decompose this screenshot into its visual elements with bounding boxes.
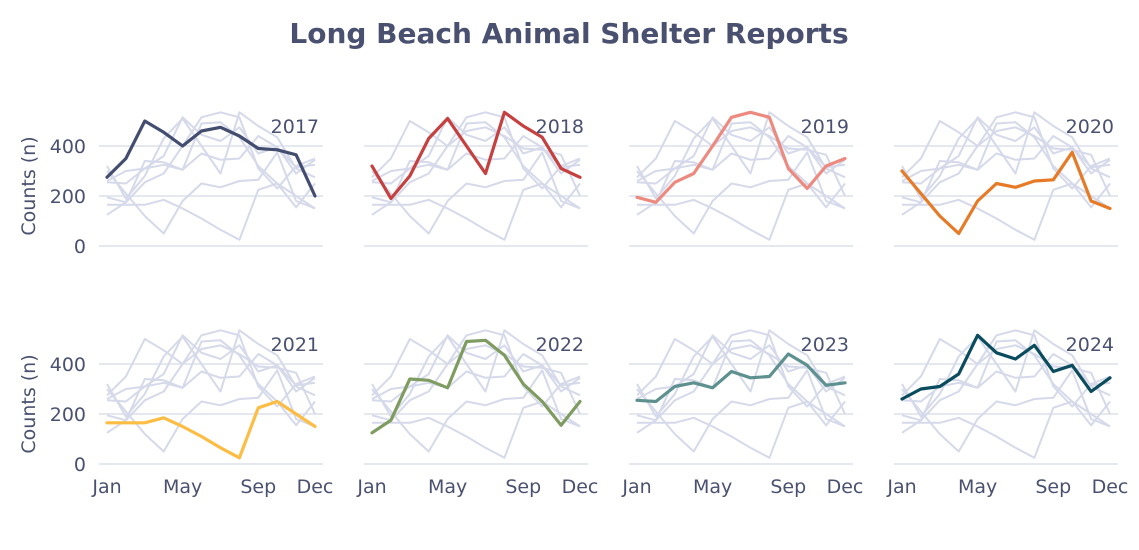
background-line-2018 xyxy=(636,111,846,200)
background-line-2021 xyxy=(107,182,316,241)
panel-label-2018: 2018 xyxy=(536,116,584,138)
background-line-2021 xyxy=(372,182,581,241)
x-tick-label: May xyxy=(428,476,467,498)
background-line-2018 xyxy=(106,329,316,418)
panel-label-2021: 2021 xyxy=(271,334,319,356)
chart-title: Long Beach Animal Shelter Reports xyxy=(289,17,848,50)
background-line-2021 xyxy=(902,182,1111,241)
background-line-2024 xyxy=(901,116,1111,182)
panel-2022: 2022 Jan May Sep Dec xyxy=(356,329,599,498)
series-line-2024 xyxy=(900,333,1112,401)
x-tick-label: Sep xyxy=(770,476,806,498)
background-line-2024 xyxy=(636,116,846,182)
panel-2020: 2020 xyxy=(894,111,1118,247)
panel-2021: 2021 0 200 400 Counts (n) Jan May Sep Dec xyxy=(18,329,334,498)
series-line-2022 xyxy=(370,338,582,435)
panel-label-2024: 2024 xyxy=(1066,334,1114,356)
background-line-2020 xyxy=(371,151,581,235)
x-tick-label: Dec xyxy=(827,476,864,498)
series-line-2019 xyxy=(635,110,847,204)
series-line-2021 xyxy=(105,399,317,460)
panel-label-2020: 2020 xyxy=(1066,116,1114,138)
background-line-2022 xyxy=(636,121,846,216)
y-tick-label: 400 xyxy=(50,354,86,376)
x-tick-label: Sep xyxy=(505,476,541,498)
series-line-2017 xyxy=(105,119,317,198)
x-tick-label: Jan xyxy=(886,476,916,498)
background-line-2020 xyxy=(106,151,316,235)
x-tick-label: May xyxy=(693,476,732,498)
panel-2024: 2024 Jan May Sep Dec xyxy=(886,329,1129,498)
background-line-2024 xyxy=(106,334,316,400)
x-tick-label: Dec xyxy=(562,476,599,498)
y-tick-label: 0 xyxy=(74,236,86,258)
background-line-2020 xyxy=(636,369,846,453)
background-line-2018 xyxy=(901,111,1111,200)
background-line-2022 xyxy=(901,121,1111,216)
background-line-2024 xyxy=(371,116,581,182)
background-line-2021 xyxy=(637,400,846,459)
x-tick-label: Sep xyxy=(1035,476,1071,498)
x-tick-label: Jan xyxy=(91,476,121,498)
background-line-2020 xyxy=(901,369,1111,453)
x-tick-label: Dec xyxy=(1092,476,1129,498)
background-line-2020 xyxy=(371,369,581,453)
y-axis-label: Counts (n) xyxy=(18,354,40,453)
panel-2023: 2023 Jan May Sep Dec xyxy=(621,329,864,498)
series-line-2018 xyxy=(370,110,582,201)
y-tick-label: 200 xyxy=(50,186,86,208)
x-tick-label: Dec xyxy=(297,476,334,498)
y-tick-label: 400 xyxy=(50,136,86,158)
y-tick-label: 0 xyxy=(74,454,86,476)
panel-2018: 2018 xyxy=(364,110,588,247)
panel-2019: 2019 xyxy=(629,110,853,247)
panel-label-2017: 2017 xyxy=(271,116,319,138)
y-tick-label: 200 xyxy=(50,404,86,426)
series-line-2020 xyxy=(900,150,1112,236)
background-line-2020 xyxy=(106,369,316,453)
panel-label-2022: 2022 xyxy=(536,334,584,356)
background-line-2018 xyxy=(371,329,581,418)
x-tick-label: Sep xyxy=(240,476,276,498)
x-tick-label: May xyxy=(163,476,202,498)
background-line-2018 xyxy=(901,329,1111,418)
background-line-2022 xyxy=(371,121,581,216)
series-line-2023 xyxy=(635,352,847,404)
y-axis-label: Counts (n) xyxy=(18,136,40,235)
panel-label-2019: 2019 xyxy=(801,116,849,138)
background-line-2022 xyxy=(636,339,846,434)
x-tick-label: May xyxy=(958,476,997,498)
x-tick-label: Jan xyxy=(621,476,651,498)
background-line-2018 xyxy=(106,111,316,200)
background-line-2021 xyxy=(902,400,1111,459)
panel-label-2023: 2023 xyxy=(801,334,849,356)
panel-2017: 2017 0 200 400 Counts (n) xyxy=(18,111,323,258)
background-line-2020 xyxy=(636,151,846,235)
x-tick-label: Jan xyxy=(356,476,386,498)
background-line-2022 xyxy=(106,121,316,216)
background-line-2018 xyxy=(636,329,846,418)
